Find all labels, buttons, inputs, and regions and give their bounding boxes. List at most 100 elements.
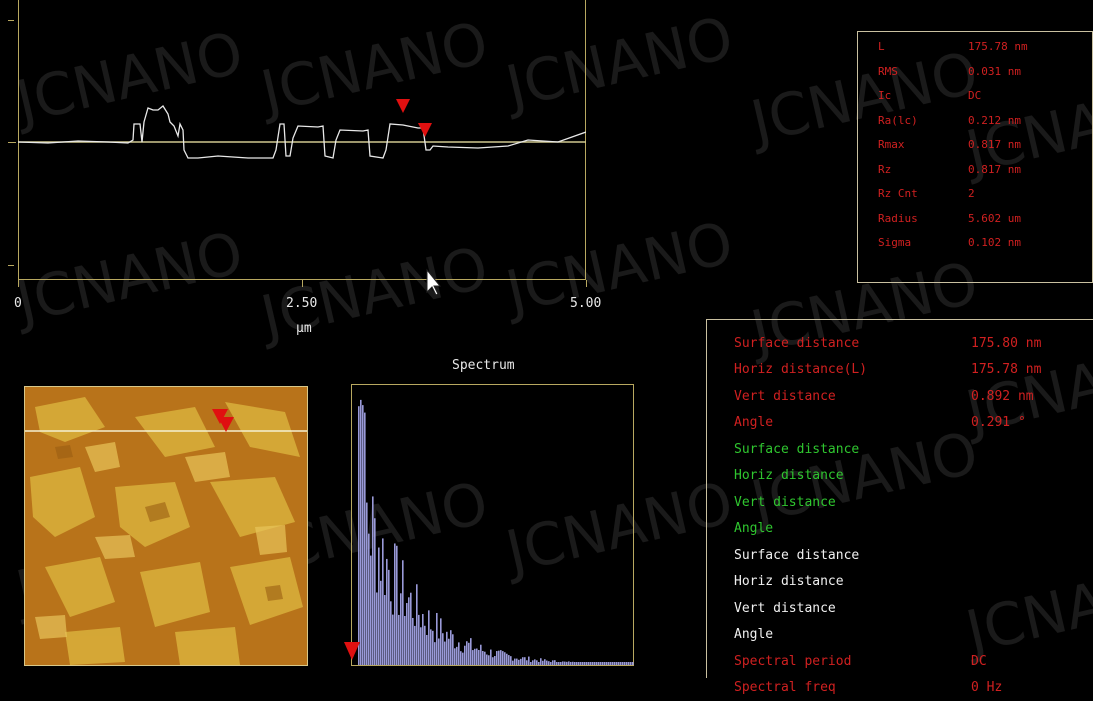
spectrum-bar [376, 592, 378, 665]
measurement-label: Vert distance [734, 389, 971, 404]
stat-label: Radius [878, 212, 968, 237]
spectrum-bar [386, 559, 388, 665]
marker-icon[interactable] [343, 640, 361, 662]
spectrum-bar [462, 653, 464, 665]
stat-value: 0.817 nm [968, 138, 1078, 163]
spectrum-bar [476, 648, 478, 665]
marker-icon[interactable] [418, 123, 432, 137]
spectrum-bar [610, 662, 612, 665]
measurement-label: Spectral period [734, 654, 971, 669]
spectrum-bar [580, 662, 582, 665]
spectrum-bar [480, 645, 482, 665]
measurement-value: 0 Hz [971, 680, 1081, 695]
stat-value: 0.817 nm [968, 163, 1078, 188]
spectrum-bar [372, 496, 374, 665]
x-tick-label: 2.50 [286, 296, 317, 311]
spectrum-bar [624, 662, 626, 665]
x-tick-mark [18, 280, 19, 287]
spectrum-bar [530, 662, 532, 665]
spectrum-bar [590, 662, 592, 665]
spectrum-bar [608, 662, 610, 665]
spectrum-bar [538, 662, 540, 665]
spectrum-bar [428, 610, 430, 665]
measurement-row: Horiz distance [734, 463, 1093, 490]
spectrum-bar [490, 650, 492, 665]
spectrum-title: Spectrum [452, 358, 515, 373]
spectrum-bar [430, 629, 432, 665]
spectrum-bar [486, 655, 488, 665]
spectrum-bar [378, 548, 380, 665]
spectrum-bar [414, 626, 416, 665]
spectrum-bar [628, 662, 630, 665]
spectrum-bar [456, 647, 458, 665]
spectrum-bar [510, 656, 512, 665]
spectrum-bar [518, 660, 520, 665]
measurement-row: Horiz distance(L)175.78 nm [734, 357, 1093, 384]
marker-icon[interactable] [396, 99, 410, 113]
spectrum-bar [568, 661, 570, 665]
spectrum-bar [514, 659, 516, 665]
spectrum-bar [618, 662, 620, 665]
spectrum-bar [390, 601, 392, 665]
spectrum-bar [576, 662, 578, 665]
spectrum-bar [616, 662, 618, 665]
measurement-label: Angle [734, 627, 971, 642]
mouse-pointer-icon [425, 268, 441, 296]
spectrum-bar [450, 630, 452, 665]
spectrum-bar [394, 543, 396, 665]
spectrum-bar [400, 593, 402, 665]
measurement-row: Vert distance [734, 595, 1093, 622]
spectrum-bar [424, 626, 426, 665]
y-tick [8, 142, 16, 143]
profile-trace [18, 106, 586, 158]
spectrum-bar [468, 643, 470, 665]
x-tick-label: 5.00 [570, 296, 601, 311]
spectrum-bar [484, 652, 486, 665]
stat-label: RMS [878, 65, 968, 90]
measurement-label: Spectral freq [734, 680, 971, 695]
spectrum-bar [370, 556, 372, 665]
measurement-row: Vert distance [734, 489, 1093, 516]
spectrum-bar [598, 662, 600, 665]
spectrum-bar [512, 661, 514, 665]
measurement-row: Horiz distance [734, 569, 1093, 596]
spectrum-bar [442, 633, 444, 665]
section-profile-plot[interactable] [18, 0, 586, 280]
spectrum-bar [586, 662, 588, 665]
measurement-label: Horiz distance(L) [734, 362, 971, 377]
stat-value: 0.031 nm [968, 65, 1078, 90]
spectrum-bar [594, 662, 596, 665]
afm-image-svg [25, 387, 308, 666]
spectrum-bar [632, 662, 634, 665]
measurement-row: Surface distance [734, 436, 1093, 463]
spectrum-bar [452, 634, 454, 665]
x-tick-mark [302, 280, 303, 287]
spectrum-bar [612, 662, 614, 665]
y-tick [8, 20, 14, 21]
spectrum-bar [504, 652, 506, 665]
spectrum-bar [460, 651, 462, 665]
spectrum-bar [552, 660, 554, 665]
spectrum-bar [578, 662, 580, 665]
spectrum-bar [358, 406, 360, 665]
spectrum-plot[interactable] [351, 384, 634, 666]
spectrum-bar [566, 662, 568, 665]
measurement-value: 0.291 ° [971, 415, 1081, 430]
afm-height-image[interactable] [24, 386, 308, 666]
stat-label: Rz [878, 163, 968, 188]
spectrum-bar [388, 570, 390, 665]
stat-label: Rz Cnt [878, 187, 968, 212]
spectrum-bar [622, 662, 624, 665]
spectrum-bar [422, 614, 424, 665]
stat-row: Ra(lc)0.212 nm [878, 114, 1092, 139]
spectrum-bar [508, 655, 510, 665]
spectrum-bar [466, 641, 468, 665]
measurement-value: 175.78 nm [971, 362, 1081, 377]
spectrum-bar [534, 659, 536, 665]
